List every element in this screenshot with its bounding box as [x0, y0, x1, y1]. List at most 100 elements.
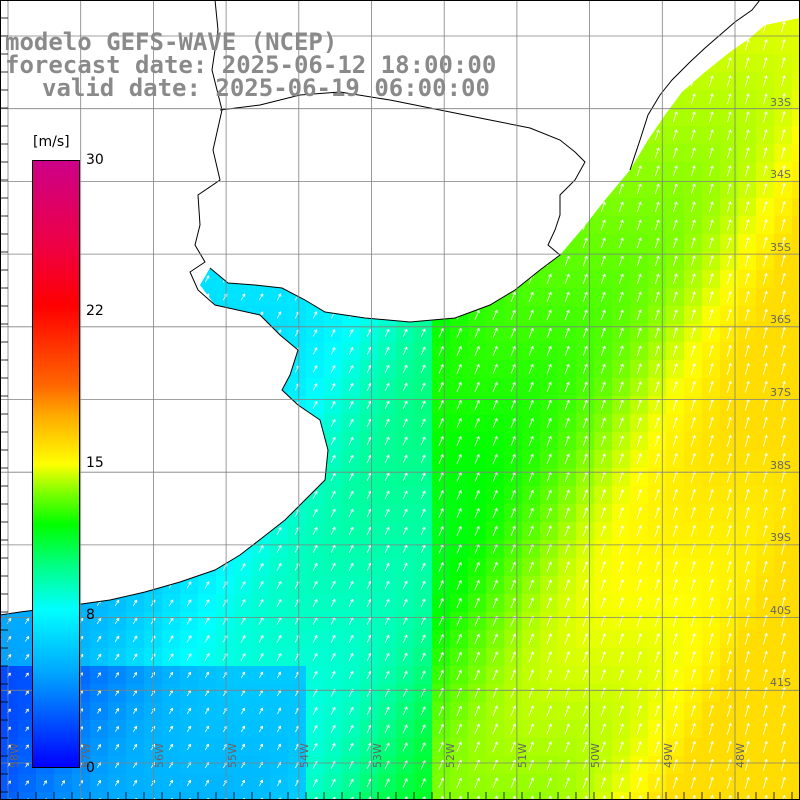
wind-arrow: [636, 579, 642, 591]
title-model: modelo GEFS-WAVE (NCEP): [5, 28, 338, 56]
wind-arrow: [600, 561, 606, 573]
wind-cell: [414, 792, 433, 800]
wind-arrow: [546, 669, 552, 681]
wind-arrow: [510, 723, 516, 735]
wind-arrow: [348, 544, 354, 554]
wind-arrow: [600, 579, 606, 591]
wind-arrow: [762, 237, 768, 249]
wind-arrow: [474, 418, 480, 428]
wind-arrow: [762, 758, 768, 771]
wind-arrow: [384, 562, 390, 572]
wind-arrow: [654, 381, 660, 393]
wind-arrow: [690, 723, 696, 735]
wind-arrow: [474, 741, 480, 753]
wind-arrow: [348, 508, 354, 518]
wind-arrow: [97, 672, 101, 678]
wind-arrow: [528, 489, 534, 500]
wind-arrow: [618, 309, 624, 321]
wind-arrow: [438, 562, 444, 572]
wind-arrow: [420, 472, 426, 482]
wind-arrow: [600, 399, 606, 411]
wind-arrow: [96, 779, 102, 786]
wind-arrow: [96, 744, 102, 750]
wind-arrow: [528, 597, 534, 609]
wind-arrow: [744, 416, 750, 429]
wind-arrow: [384, 526, 390, 536]
wind-arrow: [546, 507, 552, 519]
wind-arrow: [312, 311, 318, 319]
wind-arrow: [348, 526, 354, 536]
wind-arrow: [780, 326, 786, 339]
wind-arrow: [690, 291, 696, 303]
wind-arrow: [276, 634, 282, 643]
wind-arrow: [690, 579, 696, 591]
wind-arrow: [438, 382, 444, 392]
wind-arrow: [690, 255, 696, 267]
wind-arrow: [312, 544, 318, 554]
wind-arrow: [780, 650, 786, 663]
wind-cell: [792, 252, 800, 271]
wind-arrow: [672, 165, 678, 177]
wind-arrow: [708, 183, 714, 195]
wind-arrow: [726, 704, 732, 717]
lon-label-56w: 56W: [153, 743, 166, 768]
wind-arrow: [582, 759, 588, 771]
wind-arrow: [672, 273, 678, 285]
wind-arrow: [186, 599, 192, 607]
wind-arrow: [582, 363, 588, 375]
wind-arrow: [277, 707, 282, 715]
wind-arrow: [690, 561, 696, 573]
wind-arrow: [600, 291, 606, 303]
wind-arrow: [745, 75, 750, 87]
wind-arrow: [276, 544, 282, 553]
lon-label-57w: 57W: [80, 743, 93, 768]
wind-arrow: [690, 201, 696, 213]
wind-arrow: [330, 436, 336, 445]
wind-arrow: [168, 743, 174, 751]
wind-arrow: [546, 651, 552, 663]
wind-arrow: [420, 418, 426, 428]
wind-arrow: [474, 633, 480, 645]
wind-arrow: [564, 525, 570, 537]
wind-arrow: [726, 255, 732, 267]
wind-arrow: [744, 650, 750, 663]
wind-cell: [792, 216, 800, 235]
wind-arrow: [564, 345, 570, 356]
wind-cell: [792, 612, 800, 631]
wind-arrow: [600, 597, 606, 609]
wind-arrow: [330, 742, 336, 751]
wind-arrow: [726, 651, 732, 663]
wind-arrow: [510, 777, 516, 789]
wind-arrow: [348, 652, 354, 661]
wind-arrow: [781, 57, 786, 69]
wind-arrow: [510, 633, 516, 645]
wind-arrow: [781, 488, 786, 501]
wind-arrow: [726, 380, 732, 393]
wind-arrow: [366, 328, 372, 337]
wind-cell: [234, 792, 253, 800]
wind-arrow: [672, 435, 678, 447]
wind-arrow: [492, 633, 498, 645]
wind-arrow: [582, 399, 588, 411]
wind-cell: [792, 378, 800, 397]
wind-arrow: [708, 794, 714, 800]
wind-arrow: [402, 454, 408, 464]
wind-arrow: [402, 634, 408, 644]
wind-arrow: [708, 75, 714, 87]
wind-arrow: [654, 291, 660, 303]
wind-arrow: [582, 309, 588, 321]
wind-arrow: [672, 651, 678, 663]
wind-cell: [774, 792, 793, 800]
wind-cell: [792, 396, 800, 415]
wind-arrow: [780, 560, 786, 573]
wind-arrow: [780, 758, 786, 771]
wind-arrow: [96, 653, 102, 661]
wind-arrow: [654, 165, 660, 177]
wind-arrow: [384, 346, 390, 356]
wind-arrow: [745, 201, 750, 213]
wind-arrow: [744, 722, 750, 735]
wind-arrow: [582, 237, 588, 249]
wind-arrow: [672, 327, 678, 339]
wind-arrow: [762, 668, 768, 681]
wind-arrow: [726, 434, 732, 447]
